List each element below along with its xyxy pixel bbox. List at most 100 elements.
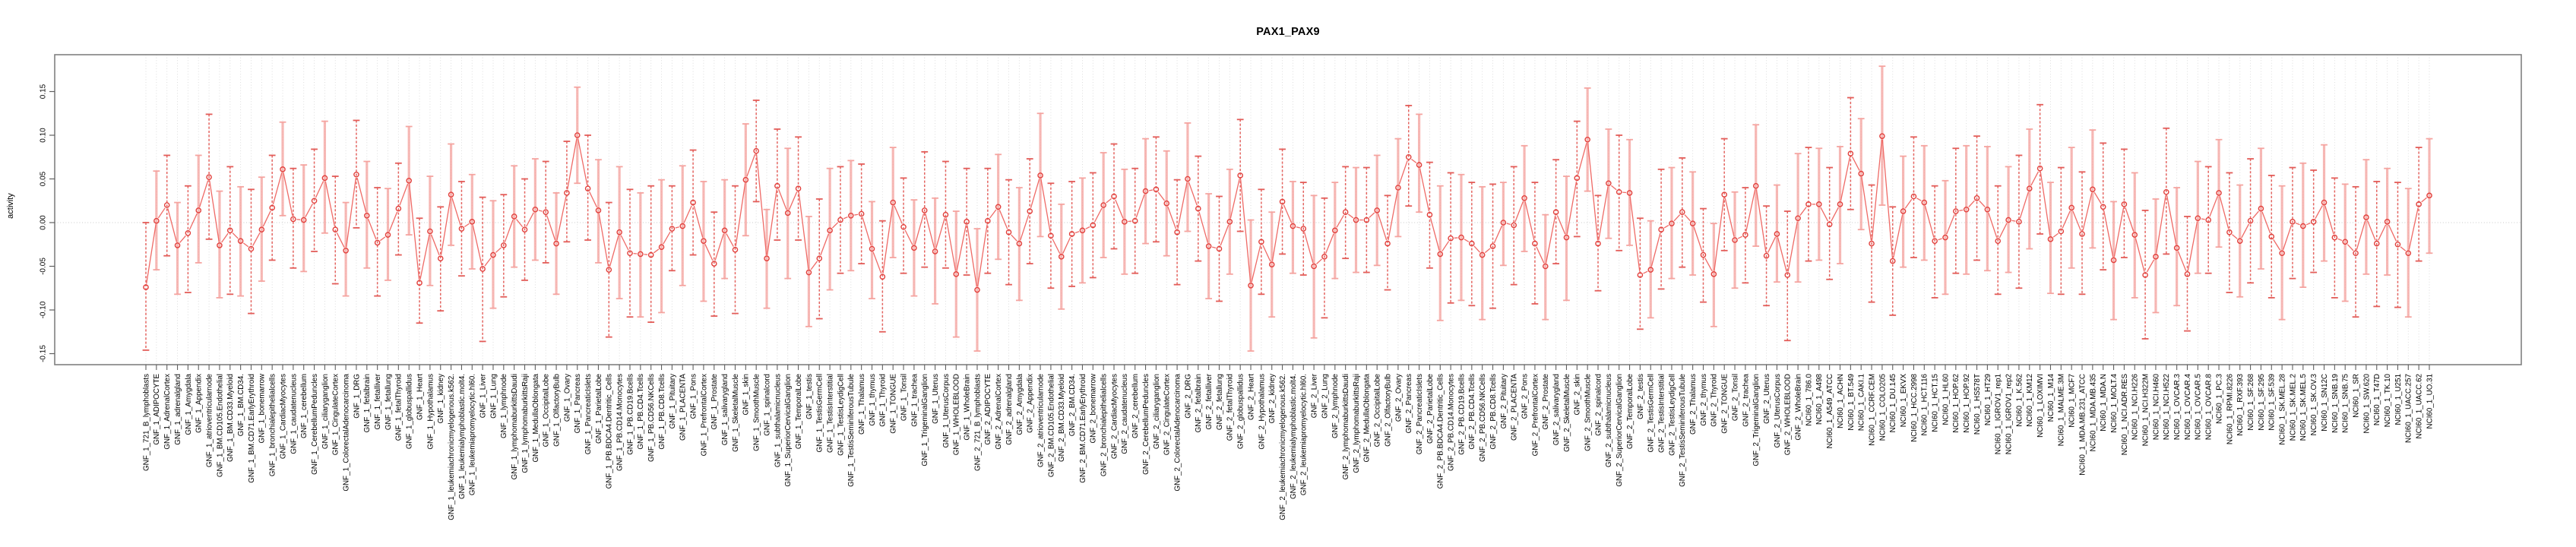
data-point	[490, 251, 496, 258]
series-segment	[1441, 241, 1450, 251]
x-tick-label: GNF_2_DRG	[1184, 374, 1192, 419]
series-segment	[2347, 244, 2354, 251]
data-point	[1048, 232, 1054, 239]
x-tick-label: GNF_1_ciliaryganglion	[321, 374, 330, 449]
series-segment	[1040, 179, 1051, 232]
series-segment	[2356, 220, 2366, 251]
series-segment	[1840, 157, 1851, 201]
x-tick-label: NCI60_1_MDA.N	[2100, 374, 2108, 432]
data-point	[1153, 186, 1160, 193]
data-point	[290, 216, 296, 223]
x-tick-label: NCI60_1_UACC.62	[2416, 374, 2424, 439]
series-segment	[1262, 245, 1271, 262]
x-tick-label: GNF_2_Pituitary	[1500, 374, 1508, 429]
x-tick-label: NCI60_1_CCRF.CEM	[1868, 374, 1876, 446]
series-segment	[356, 178, 367, 213]
x-tick-label: GNF_2_ParietalLobe	[1426, 373, 1435, 444]
series-segment	[367, 218, 377, 240]
x-tick-label: NCI60_1_NCI.H460	[2152, 373, 2160, 440]
data-point	[721, 227, 728, 234]
x-tick-label: GNF_1_BM.CD105.Endothelial	[216, 374, 224, 477]
x-tick-label: NCI60_1_OVCAR.8	[2205, 373, 2214, 440]
x-tick-label: GNF_2_caudatenucleus	[1121, 374, 1129, 454]
series-segment	[567, 138, 578, 190]
x-tick-label: GNF_2_TestisSeminiferousTubule	[1679, 373, 1687, 486]
data-point	[479, 266, 486, 272]
data-point	[1195, 205, 1201, 212]
x-tick-label: GNF_1_lymphnode	[500, 373, 508, 438]
x-tick-label: NCI60_1_K.562	[2015, 374, 2024, 427]
data-point	[2258, 205, 2264, 212]
data-point	[732, 246, 739, 253]
series-segment	[1283, 204, 1293, 223]
x-tick-label: NCI60_1_NCI.ADR.RES	[2121, 374, 2129, 456]
series-segment	[1506, 223, 1511, 225]
data-point	[1300, 226, 1307, 232]
data-point	[964, 219, 970, 225]
y-tick-label: 0.15	[40, 84, 48, 99]
data-point	[511, 213, 517, 220]
x-tick-label: NCI60_1_MCF7	[2068, 374, 2077, 428]
data-point	[143, 284, 149, 290]
series-segment	[1030, 179, 1040, 208]
x-tick-label: NCI60_1_SK.MEL.5	[2299, 373, 2308, 441]
x-tick-label: GNF_2_Heart	[1247, 374, 1255, 420]
data-point	[1658, 226, 1664, 233]
series-segment	[1411, 158, 1417, 163]
x-tick-label: NCI60_1_T47D	[2373, 374, 2381, 425]
data-point	[501, 242, 507, 248]
data-point	[385, 232, 391, 238]
x-tick-label: GNF_2_721_B_lymphoblasts	[973, 374, 982, 471]
series-segment	[409, 184, 420, 280]
data-point	[795, 185, 802, 191]
series-segment	[1587, 143, 1599, 241]
x-tick-label: GNF_1_Pons	[689, 374, 698, 419]
data-point	[1921, 199, 1928, 206]
data-point	[1689, 220, 1696, 226]
series-segment	[1106, 198, 1112, 204]
data-point	[2279, 250, 2285, 257]
x-tick-label: GNF_2_TestisInterstitial	[1657, 374, 1666, 453]
data-point	[574, 132, 581, 138]
chart-title: PAX1_PAX9	[1256, 26, 1320, 38]
data-point	[1479, 251, 1486, 258]
series-segment	[872, 251, 882, 274]
series-segment	[2241, 223, 2250, 239]
data-point	[2290, 219, 2296, 225]
data-point	[1574, 175, 1581, 182]
x-tick-label: NCI60_1_HS578T	[1973, 374, 1982, 435]
x-tick-label: GNF_2_leukemiapromyelocytic.hl60.	[1300, 374, 1309, 495]
data-point	[2026, 185, 2033, 191]
x-tick-label: GNF_1_CerebellumPeduncles	[311, 374, 319, 475]
series-segment	[1303, 232, 1314, 264]
series-segment	[2219, 196, 2229, 229]
series-segment	[2093, 191, 2102, 204]
x-tick-label: GNF_2_TestisGermCell	[1647, 374, 1656, 452]
series-segment	[2113, 207, 2125, 258]
x-tick-label: NCI60_1_SF.268	[2247, 373, 2255, 430]
data-point	[1752, 182, 1759, 189]
series-segment	[1398, 160, 1408, 185]
x-tick-label: GNF_1_leukemiapromyelocytic.hl60.	[469, 374, 477, 495]
x-tick-label: GNF_1_TemporalLobe	[795, 373, 803, 449]
x-tick-label: NCI60_1_UO.31	[2426, 374, 2434, 428]
x-tick-label: GNF_1_Thalamus	[858, 374, 866, 435]
series-segment	[914, 213, 925, 245]
series-segment	[977, 224, 988, 287]
x-tick-label: NCI60_1_OVCAR.4	[2184, 373, 2192, 440]
series-segment	[1188, 182, 1198, 206]
x-tick-label: GNF_1_kidney	[437, 374, 445, 423]
data-point	[1311, 263, 1317, 270]
x-tick-label: GNF_1_BM.CD71.EarlyErythroid	[248, 374, 256, 483]
series-segment	[305, 203, 313, 217]
series-segment	[1643, 270, 1648, 274]
series-segment	[2388, 224, 2397, 242]
series-segment	[843, 216, 848, 220]
x-tick-label: GNF_1_Ovary	[563, 374, 571, 422]
data-point	[1437, 251, 1444, 258]
series-segment	[2305, 223, 2311, 226]
data-point	[679, 223, 686, 229]
data-point	[185, 229, 191, 236]
data-point	[1385, 240, 1391, 247]
series-segment	[2103, 210, 2114, 258]
